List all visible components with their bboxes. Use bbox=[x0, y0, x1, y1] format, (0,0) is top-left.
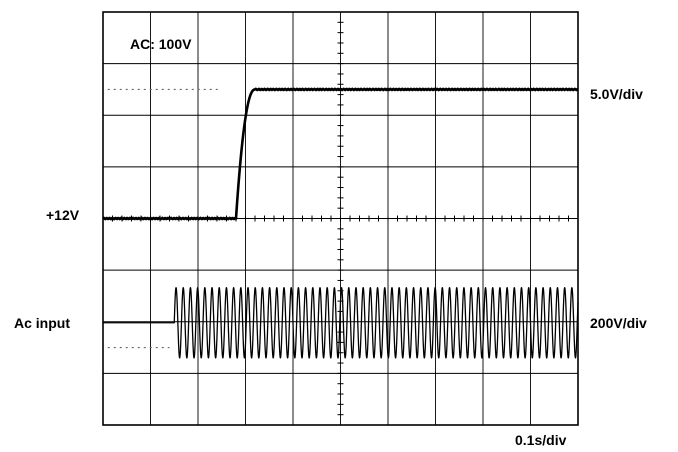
reference-markers bbox=[107, 88, 222, 349]
trace-ch2-ac-input bbox=[103, 287, 579, 359]
ch1-scale-label: 5.0V/div bbox=[590, 86, 643, 102]
trace-ch1-12v bbox=[102, 87, 579, 221]
ch1-name-label: +12V bbox=[46, 207, 80, 223]
annotation-ac-100v: AC: 100V bbox=[130, 36, 192, 52]
time-scale-label: 0.1s/div bbox=[515, 432, 567, 448]
waveform-traces bbox=[102, 87, 579, 359]
ch2-scale-label: 200V/div bbox=[590, 315, 647, 331]
ch2-name-label: Ac input bbox=[14, 315, 70, 331]
